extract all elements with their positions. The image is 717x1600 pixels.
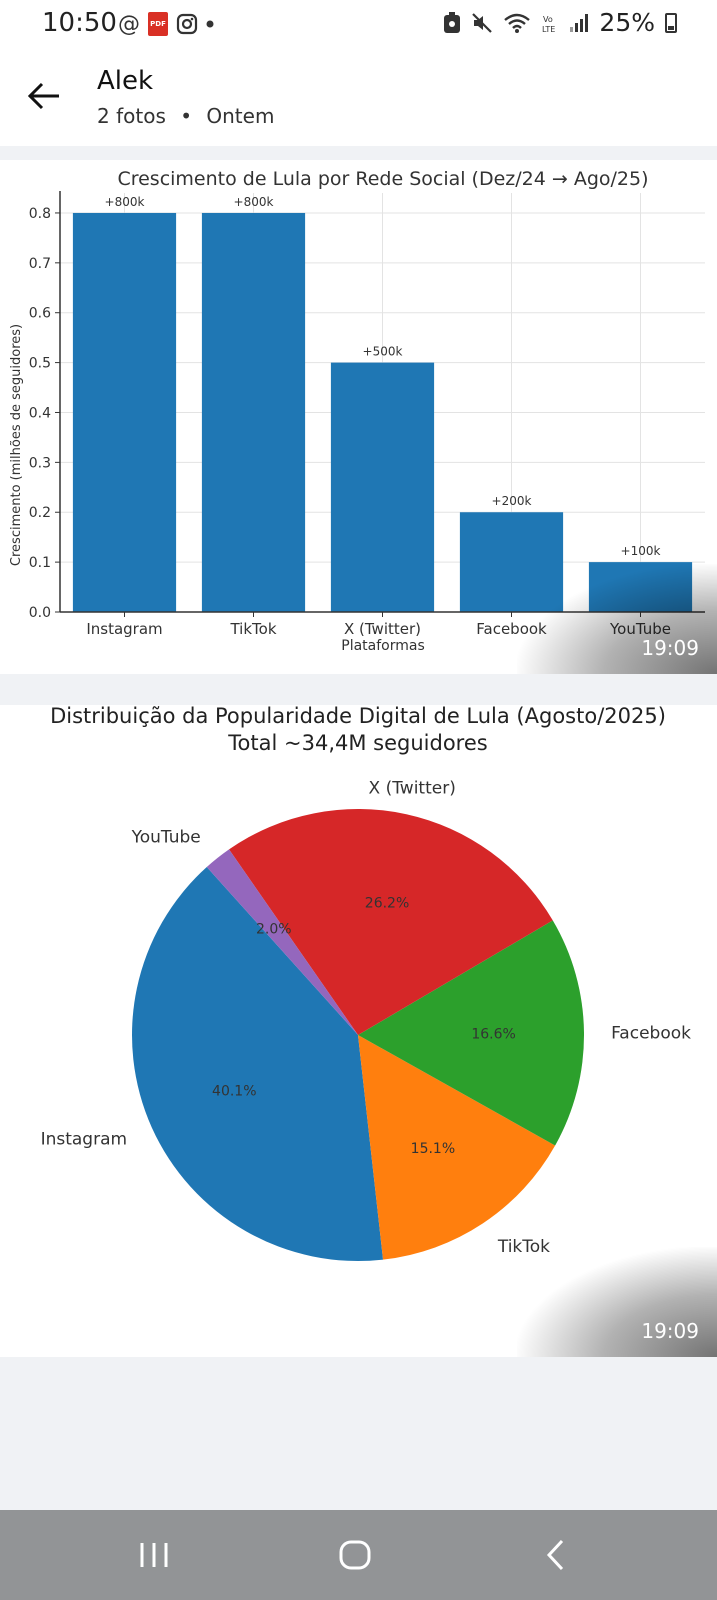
pie-category-label: Facebook	[611, 1023, 691, 1043]
album-header: Alek 2 fotos • Ontem	[0, 50, 717, 146]
battery-icon	[665, 12, 677, 33]
instagram-icon	[176, 13, 198, 35]
pie-category-label: YouTube	[131, 828, 201, 848]
separator-dot: •	[180, 104, 193, 128]
home-icon	[339, 1540, 371, 1570]
pie-slice	[132, 867, 384, 1262]
pie-chart: Distribuição da Popularidade Digital de …	[41, 705, 691, 1262]
pie-pct-label: 15.1%	[411, 1141, 455, 1157]
recent-apps-button[interactable]	[124, 1532, 184, 1578]
arrow-left-icon	[27, 82, 59, 110]
pie-category-label: Instagram	[41, 1130, 128, 1150]
photo-bar-chart[interactable]: +800k +800k +500k +200k +100k 0.0 0.1 0.2 0.3 0.…	[0, 160, 717, 674]
bar	[588, 562, 693, 612]
bar-x-tick-label: Instagram	[86, 620, 162, 638]
bar	[201, 212, 306, 612]
screenshot-icon	[444, 11, 461, 33]
album-date: Ontem	[206, 104, 275, 128]
bar-y-tick-label: 0.0	[29, 605, 51, 621]
bar-y-tick-label: 0.6	[29, 306, 51, 322]
system-back-button[interactable]	[526, 1532, 586, 1578]
bar-y-tick-label: 0.3	[29, 455, 51, 471]
bar-chart: +800k +800k +500k +200k +100k 0.0 0.1 0.2 0.3 0.…	[9, 168, 705, 654]
bar-data-label: +800k	[105, 195, 145, 209]
pie-chart-subtitle: Total ~34,4M seguidores	[227, 731, 487, 755]
bar-y-tick-label: 0.7	[29, 256, 51, 272]
pie-slice	[358, 1035, 556, 1260]
svg-text:Vo: Vo	[543, 15, 553, 24]
pie-pct-label: 26.2%	[365, 896, 409, 912]
at-icon: @	[118, 11, 140, 37]
chevron-left-icon	[546, 1539, 564, 1571]
home-button[interactable]	[325, 1532, 385, 1578]
bar-x-tick-label: X (Twitter)	[344, 620, 421, 638]
pie-chart-title: Distribuição da Popularidade Digital de …	[50, 705, 666, 728]
svg-text:LTE: LTE	[542, 25, 555, 34]
mute-icon	[472, 12, 493, 33]
photo-pie-chart[interactable]: Distribuição da Popularidade Digital de …	[0, 705, 717, 1357]
system-navigation-bar	[0, 1510, 717, 1600]
bar-y-axis-label: Crescimento (milhões de seguidores)	[9, 324, 24, 566]
bar-x-tick-label: Facebook	[476, 620, 547, 638]
bar-y-tick-label: 0.8	[29, 206, 51, 222]
pie-pct-label: 16.6%	[471, 1027, 515, 1043]
battery-percentage: 25%	[599, 8, 655, 37]
pie-slice	[229, 808, 553, 1035]
pdf-icon: PDF	[148, 12, 168, 36]
photo-timestamp: 19:09	[641, 1319, 699, 1343]
bar-y-tick-label: 0.4	[29, 405, 51, 421]
album-subtitle: 2 fotos • Ontem	[97, 104, 274, 128]
bar-y-tick-label: 0.2	[29, 505, 51, 521]
bar-data-label: +800k	[234, 195, 274, 209]
signal-icon	[570, 13, 589, 32]
status-bar: 10:50 @ PDF Vo LTE 25%	[0, 0, 717, 50]
pie-slice	[206, 849, 358, 1035]
bar-x-axis-label: Plataformas	[341, 638, 425, 654]
bar-y-tick-label: 0.5	[29, 356, 51, 372]
pie-pct-label: 40.1%	[212, 1084, 256, 1100]
bar	[72, 212, 177, 612]
bar-x-tick-label: TikTok	[229, 620, 276, 638]
dot-icon	[206, 20, 214, 28]
recent-apps-icon	[140, 1543, 168, 1567]
pie-category-label: TikTok	[497, 1237, 550, 1257]
pie-slice	[358, 920, 585, 1146]
bar	[330, 362, 435, 612]
pie-slices	[132, 808, 585, 1262]
photo-timestamp: 19:09	[641, 636, 699, 660]
album-title: Alek	[97, 66, 154, 96]
back-button[interactable]	[24, 76, 64, 116]
bar	[459, 512, 564, 612]
bar-chart-title: Crescimento de Lula por Rede Social (Dez…	[117, 168, 648, 190]
wifi-icon	[504, 13, 531, 33]
bar-data-label: +200k	[492, 494, 532, 508]
photo-count: 2 fotos	[97, 104, 166, 128]
system-icons: Vo LTE 25%	[443, 8, 677, 37]
clock: 10:50	[42, 8, 117, 38]
pie-pct-label: 2.0%	[256, 922, 292, 938]
bar-y-tick-label: 0.1	[29, 555, 51, 571]
bar-data-label: +500k	[363, 345, 403, 359]
notification-icons: @ PDF	[118, 9, 214, 39]
bar-data-label: +100k	[621, 544, 661, 558]
pie-category-label: X (Twitter)	[369, 779, 456, 799]
